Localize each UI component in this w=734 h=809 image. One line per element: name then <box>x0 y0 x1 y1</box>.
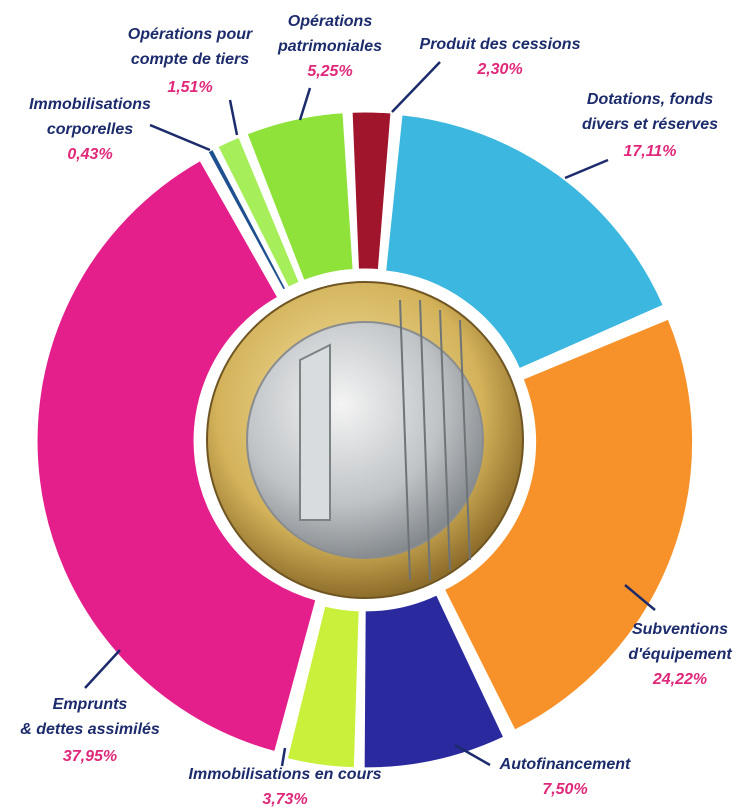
donut-segment <box>217 136 300 288</box>
category-label: Subventions d'équipement <box>628 621 732 663</box>
donut <box>36 111 694 769</box>
labels: Produit des cessions 2,30% Dotations, fond… <box>20 13 732 808</box>
value-label: 5,25% <box>307 63 352 80</box>
category-label: Opérations pour compte de tiers <box>128 26 253 68</box>
donut-segment <box>351 111 392 271</box>
donut-segment <box>443 318 694 731</box>
value-label: 1,51% <box>167 79 212 96</box>
leader-line <box>624 584 656 611</box>
value-label: 3,73% <box>262 791 307 808</box>
leader-line <box>149 123 211 152</box>
category-label: Opérations patrimoniales <box>277 13 382 55</box>
category-label: Dotations, fonds divers et réserves <box>582 91 718 133</box>
value-label: 0,43% <box>67 146 112 163</box>
category-label: Immobilisations corporelles <box>29 96 151 138</box>
donut-segment <box>207 148 287 291</box>
leader-line <box>391 61 441 113</box>
donut-segment <box>246 112 354 281</box>
category-label: Produit des cessions <box>420 36 581 53</box>
value-label: 24,22% <box>652 671 707 688</box>
leader-line <box>454 743 491 767</box>
coin <box>206 281 524 599</box>
leader-line <box>84 649 121 689</box>
category-label: Emprunts & dettes assimilés <box>20 696 160 738</box>
donut-segment <box>385 114 664 370</box>
donut-segment <box>36 160 317 753</box>
value-label: 7,50% <box>542 781 587 798</box>
value-label: 2,30% <box>476 61 522 78</box>
value-label: 37,95% <box>63 748 117 765</box>
leader-line <box>564 158 609 180</box>
category-label: Immobilisations en cours <box>189 766 382 783</box>
leader-line <box>280 747 287 767</box>
leader-line <box>298 87 312 121</box>
category-label: Autofinancement <box>499 756 631 773</box>
leader-line <box>228 99 239 136</box>
donut-segment <box>286 605 360 769</box>
value-label: 17,11% <box>623 143 676 160</box>
